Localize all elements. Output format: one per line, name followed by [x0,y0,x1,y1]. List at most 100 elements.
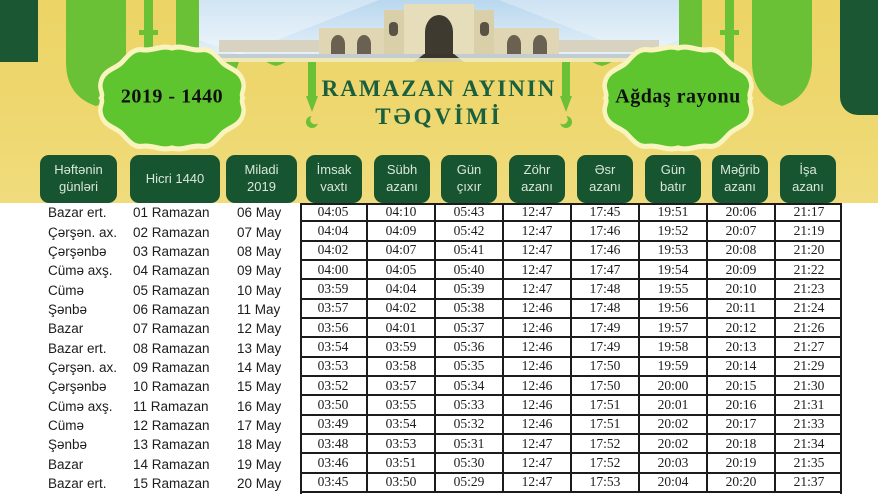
column-header-isha: İşa azanı [780,155,836,203]
time-cell: 03:59 [366,338,434,356]
time-cell: 20:10 [706,280,774,298]
title-line-2: TƏQVİMİ [375,104,503,129]
time-cell: 19:55 [638,280,706,298]
time-cell: 17:51 [570,396,638,414]
time-cell: 21:31 [774,396,842,414]
time-cell: 19:57 [638,319,706,337]
hicri-date-cell: 03 Ramazan [133,243,210,259]
time-cell: 21:27 [774,338,842,356]
table-rows: Bazar ert. 01 Ramazan 06 May 04:05 04:10 05:4… [0,203,878,494]
weekday-cell: Cümə [48,417,85,433]
table-row: Bazar 14 Ramazan 19 May 03:46 03:51 05:30 12:4… [0,454,878,474]
weekday-cell: Şənbə [48,437,88,453]
time-cells: 04:00 04:05 05:40 12:47 17:47 19:54 20:09 21:22 [300,261,842,281]
hicri-date-cell: 05 Ramazan [133,282,210,298]
time-cell: 20:17 [706,415,774,434]
time-cells: 03:54 03:59 05:36 12:46 17:49 19:58 20:13 21:27 [300,338,842,358]
time-cell: 05:42 [434,222,502,240]
time-cell: 04:10 [366,203,434,221]
time-cell: 19:59 [638,357,706,376]
time-cell: 03:53 [317,358,349,374]
weekday-cell: Şənbə [48,301,88,317]
time-cell: 12:46 [502,338,570,356]
time-cell: 12:47 [502,241,570,260]
time-cell: 12:47 [502,280,570,298]
weekday-cell: Bazar [48,456,84,472]
time-cell: 21:34 [774,435,842,453]
time-cells: 03:56 04:01 05:37 12:46 17:49 19:57 20:12 21:26 [300,319,842,339]
column-header-zohr: Zöhr azanı [509,155,565,203]
time-cell: 21:24 [774,299,842,318]
miladi-date-cell: 08 May [237,243,282,259]
time-cell: 03:57 [317,300,349,316]
time-cell: 03:45 [317,474,349,490]
table-row: Bazar ert. 08 Ramazan 13 May 03:54 03:59 05:3… [0,338,878,358]
time-cells: 04:02 04:07 05:41 12:47 17:46 19:53 20:08 21:20 [300,241,842,262]
time-cell: 12:46 [502,396,570,414]
column-header-asr: Əsr azanı [577,155,633,203]
time-cell: 12:46 [502,299,570,318]
weekday-cell: Cümə [48,282,85,298]
time-cell: 05:33 [434,396,502,414]
table-row: Bazar 07 Ramazan 12 May 03:56 04:01 05:37 12:4… [0,319,878,339]
time-cell: 12:47 [502,435,570,453]
hicri-date-cell: 09 Ramazan [133,359,210,375]
time-cell: 05:43 [434,203,502,221]
weekday-cell: Çərşənbə [48,243,107,259]
table-row: Cümə axş. 04 Ramazan 09 May 04:00 04:05 05:40… [0,261,878,281]
time-cell: 17:52 [570,454,638,472]
miladi-date-cell: 15 May [237,379,282,395]
time-cell: 05:35 [434,357,502,376]
time-cell: 20:16 [706,396,774,414]
time-cell: 03:59 [317,281,349,297]
badge-ornament [602,44,754,152]
time-cell: 20:07 [706,222,774,240]
time-cell: 19:54 [638,261,706,279]
table-row: Bazar ert. 15 Ramazan 20 May 03:45 03:50 05:2… [0,473,878,494]
time-cell: 17:51 [570,415,638,434]
time-cell: 21:17 [774,203,842,221]
region-badge: Ağdaş rayonu [594,42,762,154]
hicri-date-cell: 10 Ramazan [133,379,210,395]
hicri-date-cell: 02 Ramazan [133,224,210,240]
time-cell: 20:13 [706,338,774,356]
time-cell: 17:48 [570,299,638,318]
miladi-date-cell: 11 May [237,301,281,317]
time-cell: 17:48 [570,280,638,298]
time-cells: 03:46 03:51 05:30 12:47 17:52 20:03 20:19 21:35 [300,454,842,474]
hicri-date-cell: 11 Ramazan [133,398,209,414]
miladi-date-cell: 20 May [237,475,282,491]
time-cell: 20:02 [638,435,706,453]
time-cell: 12:47 [502,454,570,472]
time-cell: 20:04 [638,473,706,492]
table-row: Çərşən. ax. 02 Ramazan 07 May 04:04 04:09 05:… [0,222,878,242]
table-row: Şənbə 06 Ramazan 11 May 03:57 04:02 05:38 12:4… [0,299,878,320]
hicri-date-cell: 04 Ramazan [133,263,210,279]
time-cell: 03:54 [366,415,434,434]
time-cell: 03:50 [317,397,349,413]
time-cell: 20:09 [706,261,774,279]
hicri-date-cell: 12 Ramazan [133,417,210,433]
time-cell: 05:37 [434,319,502,337]
time-cell: 05:29 [434,473,502,492]
time-cell: 04:04 [366,280,434,298]
weekday-cell: Çərşən. ax. [48,359,118,375]
year-badge-label: 2019 - 1440 [120,85,224,108]
time-cell: 20:06 [706,203,774,221]
corner-decoration-left [0,0,38,62]
time-cell: 17:46 [570,241,638,260]
time-cell: 12:46 [502,357,570,376]
weekday-cell: Cümə axş. [48,398,113,414]
time-cell: 19:51 [638,203,706,221]
time-cell: 20:18 [706,435,774,453]
hicri-date-cell: 06 Ramazan [133,301,210,317]
table-row: Çərşən. ax. 09 Ramazan 14 May 03:53 03:58 05:… [0,357,878,378]
time-cell: 05:38 [434,299,502,318]
time-cell: 03:57 [366,377,434,395]
time-cells: 03:52 03:57 05:34 12:46 17:50 20:00 20:15 21:30 [300,377,842,397]
time-cells: 04:04 04:09 05:42 12:47 17:46 19:52 20:07 21:19 [300,222,842,242]
time-cell: 17:50 [570,377,638,395]
time-cell: 17:50 [570,357,638,376]
time-cell: 21:26 [774,319,842,337]
hicri-date-cell: 13 Ramazan [133,437,210,453]
